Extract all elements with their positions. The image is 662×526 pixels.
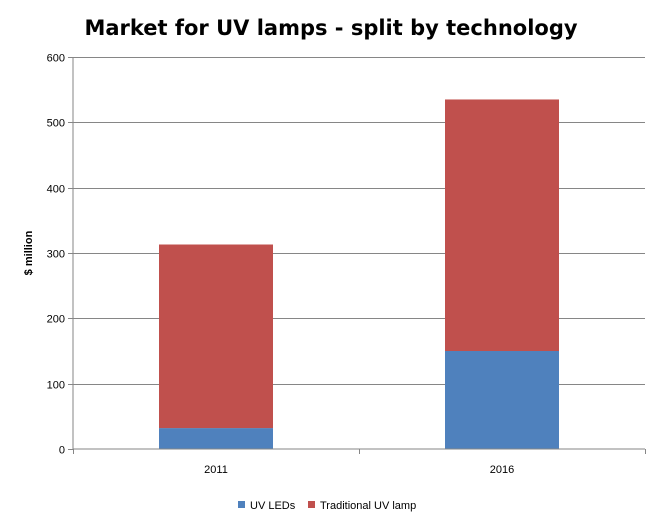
y-tick-label: 600 <box>47 53 65 65</box>
y-tick-label: 300 <box>47 249 65 261</box>
legend-swatch <box>238 501 245 508</box>
y-tick-labels: 0 100 200 300 400 500 600 <box>47 53 65 457</box>
legend-label: Traditional UV lamp <box>320 500 416 512</box>
y-axis-label: $ million <box>23 230 35 275</box>
y-tick-label: 400 <box>47 184 65 196</box>
legend-label: UV LEDs <box>250 500 296 512</box>
bar-uv-leds-2016 <box>445 351 559 449</box>
bar-uv-leds-2011 <box>159 428 273 449</box>
gridlines <box>73 57 645 385</box>
y-tick-label: 500 <box>47 118 65 130</box>
chart-title: Market for UV lamps - split by technolog… <box>84 16 577 40</box>
axes <box>68 57 646 454</box>
legend: UV LEDs Traditional UV lamp <box>238 500 416 512</box>
y-tick-label: 100 <box>47 380 65 392</box>
x-tick-label: 2016 <box>490 464 514 476</box>
x-tick-label: 2011 <box>204 464 228 476</box>
y-tick-label: 0 <box>59 445 65 457</box>
bar-traditional-uv-lamp-2016 <box>445 99 559 351</box>
bar-traditional-uv-lamp-2011 <box>159 244 273 429</box>
bars <box>159 99 559 449</box>
x-tick-labels: 2011 2016 <box>204 464 514 476</box>
legend-swatch <box>308 501 315 508</box>
y-tick-label: 200 <box>47 314 65 326</box>
